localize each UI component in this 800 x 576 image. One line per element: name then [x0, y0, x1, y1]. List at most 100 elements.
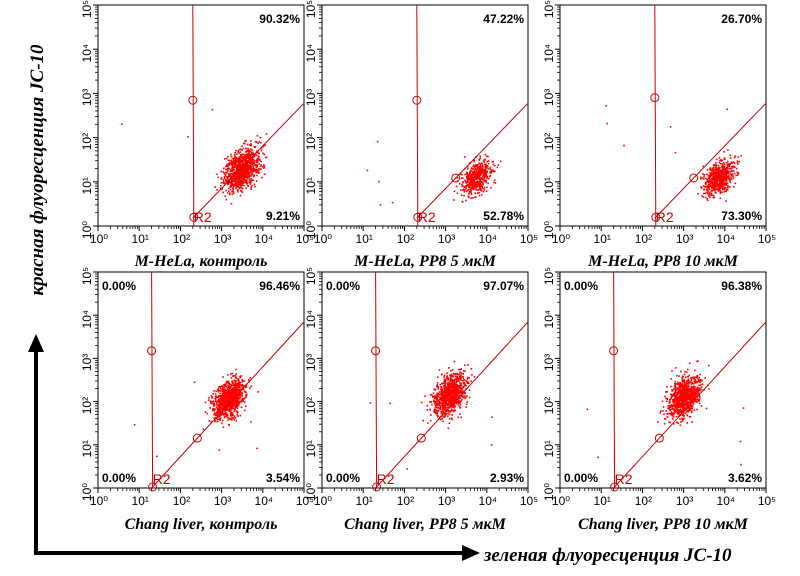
cell-event-dot: [690, 410, 693, 412]
gate-handle-upper: [188, 95, 198, 105]
cell-event-dot: [657, 421, 659, 423]
cell-event-dot: [478, 173, 481, 176]
cell-event-dot: [681, 399, 683, 402]
cell-event-dot: [469, 172, 471, 175]
cell-event-dot: [470, 186, 472, 189]
cell-event-dot: [229, 390, 232, 392]
cell-event-dot: [455, 185, 458, 188]
cell-event-dot: [240, 176, 242, 178]
cell-event-dot: [716, 175, 718, 177]
cell-event-dot: [232, 174, 234, 177]
cell-event-dot: [472, 165, 474, 168]
cell-event-dot: [455, 395, 458, 398]
cell-event-dot: [483, 186, 486, 189]
cell-event-dot: [219, 392, 222, 395]
cell-event-dot: [438, 369, 441, 371]
cell-event-dot: [223, 414, 225, 416]
cell-event-dot: [482, 166, 484, 168]
cell-event-dot: [225, 408, 227, 410]
cell-event-dot: [446, 376, 448, 378]
cell-event-dot: [234, 417, 237, 419]
quadrant-upper-right-percent: 96.46%: [259, 279, 300, 293]
cell-event-dot: [216, 413, 218, 415]
gate-vertical-line: [416, 4, 419, 227]
cell-event-dot: [260, 149, 263, 152]
cell-event-dot: [450, 382, 453, 385]
plot-frame: [97, 4, 305, 227]
cell-event-dot: [229, 170, 232, 173]
y-tick-label: 10⁰: [304, 221, 318, 239]
cell-event-dot: [239, 154, 242, 156]
cell-event-dot: [443, 416, 446, 418]
cell-event-dot: [234, 392, 237, 394]
plot-frame: [97, 271, 305, 489]
cell-event-dot: [245, 391, 247, 394]
cell-event-dot: [732, 175, 734, 177]
cell-event-dot: [447, 379, 449, 381]
cell-event-dot: [232, 162, 235, 164]
cell-event-dot: [461, 391, 464, 394]
cell-event-dot: [454, 385, 457, 387]
cell-event-dot: [241, 379, 243, 381]
cell-event-dot: [470, 170, 472, 172]
cell-event-dot: [480, 180, 482, 182]
cell-event-dot: [435, 396, 437, 398]
cell-event-dot: [240, 159, 242, 162]
cell-event-dot: [489, 172, 492, 174]
cell-event-dot: [227, 155, 229, 158]
cell-event-dot: [471, 173, 473, 175]
cell-event-dot: [465, 396, 467, 398]
cell-event-dot: [723, 158, 725, 160]
cell-event-dot: [470, 191, 472, 194]
cell-event-dot: [722, 166, 725, 168]
cell-event-dot: [239, 169, 242, 171]
cell-event-dot: [202, 428, 205, 430]
cell-event-dot: [244, 162, 246, 165]
cell-event-dot: [733, 162, 736, 165]
cell-event-dot: [209, 400, 212, 402]
cell-event-dot: [475, 188, 477, 191]
cell-event-dot: [452, 390, 454, 392]
cell-event-dot: [453, 388, 456, 390]
cell-event-dot: [736, 174, 739, 176]
cell-event-dot: [465, 406, 467, 408]
cell-event-dot: [431, 396, 434, 398]
cell-event-dot: [444, 379, 446, 382]
cell-event-dot: [450, 379, 452, 381]
cell-event-dot: [484, 175, 486, 177]
cell-event-dot: [733, 186, 735, 188]
cell-event-dot: [472, 188, 475, 191]
cell-event-dot: [459, 368, 462, 371]
cell-event-dot: [220, 414, 223, 416]
cell-event-dot: [420, 401, 423, 404]
cell-event-dot: [477, 184, 479, 187]
cell-event-dot: [474, 177, 477, 180]
cell-event-dot: [728, 175, 730, 177]
cell-event-dot: [474, 164, 477, 166]
cell-event-dot: [463, 379, 466, 381]
cell-event-dot: [441, 398, 444, 400]
cell-event-dot: [220, 182, 223, 184]
cell-event-dot: [699, 373, 701, 376]
cell-event-dot: [437, 410, 439, 412]
gate-label: R2: [418, 209, 436, 225]
cell-event-dot: [222, 180, 225, 183]
cell-event-dot: [426, 409, 429, 411]
cell-event-dot: [241, 385, 243, 388]
cell-event-dot: [453, 399, 455, 401]
cell-event-dot: [235, 368, 237, 371]
cell-event-dot: [240, 391, 243, 394]
cell-event-dot: [239, 394, 242, 397]
cell-event-dot: [237, 186, 239, 188]
cell-event-dot: [228, 424, 230, 426]
gate-vertical-line: [375, 271, 378, 489]
cell-event-dot: [204, 411, 207, 413]
x-tick-label: 10⁰: [552, 494, 570, 508]
cell-event-dot: [722, 178, 725, 181]
cell-event-dot: [707, 183, 710, 186]
cell-event-dot: [492, 163, 494, 166]
gate-diagonal-line: [375, 321, 529, 489]
cell-event-dot: [212, 400, 215, 403]
cell-event-dot: [712, 171, 715, 173]
cell-event-dot: [230, 373, 232, 375]
